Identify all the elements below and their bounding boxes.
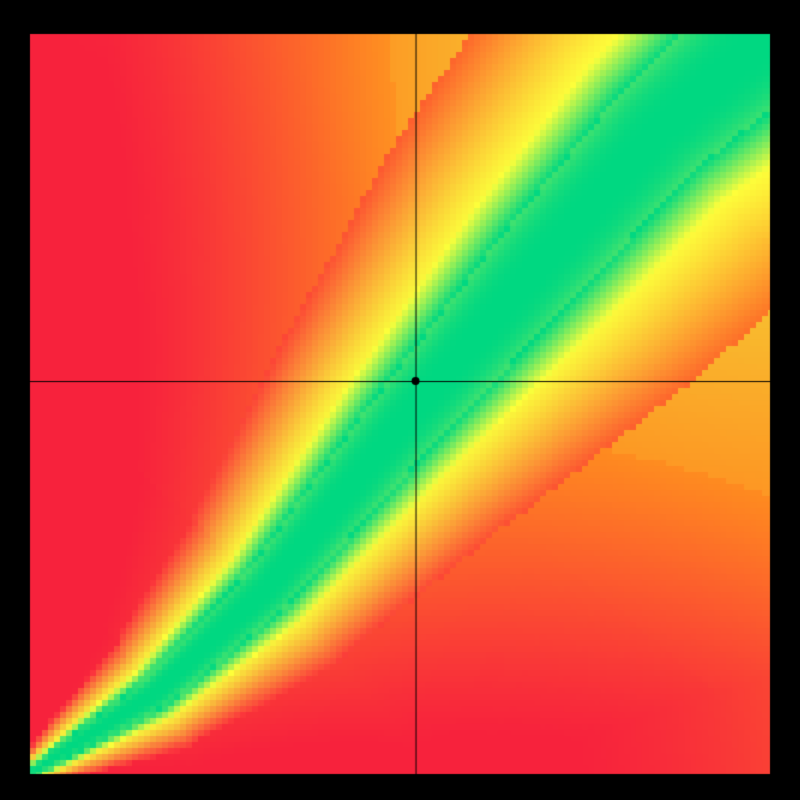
heatmap-canvas (0, 0, 800, 800)
chart-container: TheBottleneck.com (0, 0, 800, 800)
